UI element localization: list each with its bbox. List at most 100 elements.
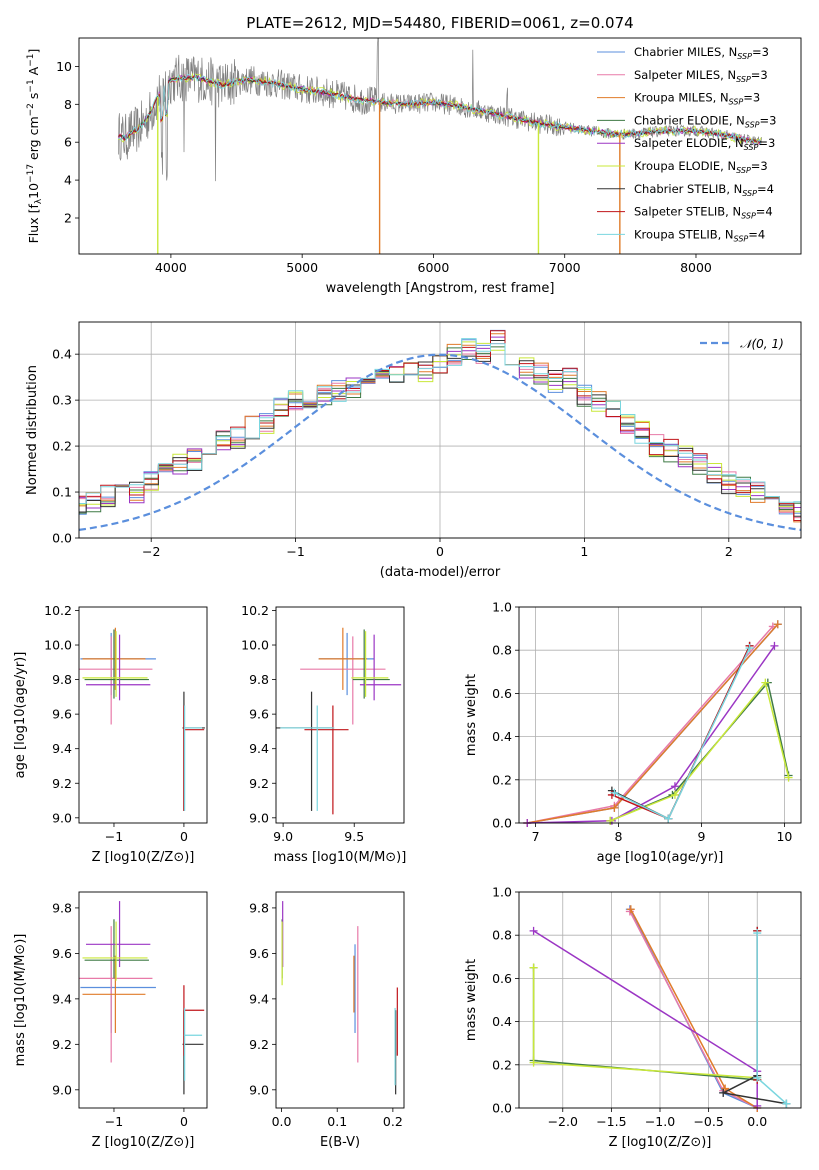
age-vs-mass-ytick-label: 9.4 (249, 741, 269, 756)
legend-label-salpeter_stelib: Salpeter STELIB, NSSP=4 (634, 205, 773, 221)
mass-vs-z-ytick-label: 9.0 (52, 1082, 72, 1097)
spectrum-ytick-label: 4 (64, 173, 72, 188)
spectrum-xtick-label: 5000 (286, 260, 318, 275)
mass-vs-ebv-ytick-label: 9.0 (249, 1082, 269, 1097)
weight-vs-age-frame (518, 606, 802, 824)
weight-vs-age-ytick-label: 1.0 (492, 600, 512, 615)
mass-vs-z-xtick-label: 0 (180, 1114, 188, 1129)
spectrum-xtick-label: 4000 (155, 260, 187, 275)
weight-vs-z-axes: −2.0 −1.5 −1.0 −0.5 0.0 0.0 0.2 0.4 0.6 0.8 1.0 (492, 885, 801, 1129)
histogram-salpeter_stelib (79, 330, 801, 521)
residuals-ytick-label: 0.3 (52, 393, 72, 408)
weight-vs-age-xlabel: age [log10(age/yr)] (597, 850, 724, 865)
spectrum-ytick-label: 6 (64, 135, 72, 150)
weight-vs-age-series-salpeter_elodie (527, 645, 776, 824)
mass-vs-z-plot-area (79, 901, 205, 1095)
weight-vs-age-ytick-label: 0.6 (492, 686, 512, 701)
mass-vs-z-ytick-label: 9.4 (52, 991, 72, 1006)
residuals-ytick-label: 0.4 (52, 347, 72, 362)
age-vs-mass-ytick-label: 10.0 (241, 638, 269, 653)
weight-vs-age-ytick-label: 0.8 (492, 643, 512, 658)
age-vs-z-ytick-label: 10.2 (44, 603, 72, 618)
weight-vs-z-series-chabrier_elodie (532, 967, 758, 1081)
age-vs-mass-xtick-label: 9.0 (273, 829, 293, 844)
weight-vs-z-ytick-label: 0.2 (492, 1057, 512, 1072)
residuals-ytick-label: 0.1 (52, 485, 72, 500)
weight-vs-z-marker-salpeter_elodie (753, 1101, 762, 1110)
weight-vs-age-xtick-label: 8 (615, 829, 623, 844)
legend-label-normal: 𝒩(0, 1) (740, 337, 784, 351)
mass-vs-ebv-xlabel: E(B-V) (320, 1135, 360, 1150)
legend-label-salpeter_elodie: Salpeter ELODIE, NSSP=3 (634, 136, 775, 152)
mass-vs-z-ytick-label: 9.8 (52, 900, 72, 915)
age-vs-z-plot-area (79, 627, 205, 811)
mass-vs-ebv-ytick-label: 9.2 (249, 1037, 269, 1052)
weight-vs-z-marker-kroupa_stelib (753, 929, 762, 938)
weight-vs-z-series-kroupa_elodie (532, 967, 758, 1079)
spectrum-xtick-label: 6000 (418, 260, 450, 275)
legend-label-kroupa_stelib: Kroupa STELIB, NSSP=4 (634, 227, 765, 243)
age-vs-mass-ytick-label: 9.6 (249, 707, 269, 722)
mass-vs-ebv-xtick-label: 0.1 (327, 1114, 347, 1129)
weight-vs-age-xtick-label: 10 (776, 829, 792, 844)
spectrum-xtick-label: 7000 (549, 260, 581, 275)
mass-vs-ebv-xtick-label: 0.0 (272, 1114, 292, 1129)
weight-vs-z-series-kroupa_stelib (756, 933, 787, 1105)
spectrum-xlabel: wavelength [Angstrom, rest frame] (326, 281, 555, 296)
histogram-kroupa_stelib (79, 338, 801, 504)
weight-vs-age-marker-kroupa_elodie (606, 816, 615, 825)
weight-vs-z-ytick-label: 0.6 (492, 971, 512, 986)
residuals-xtick-label: 0 (436, 544, 444, 559)
mass-vs-ebv-plot-area (281, 901, 398, 1095)
weight-vs-z-frame (518, 891, 802, 1109)
mass-vs-z-axes: −1 0 9.0 9.2 9.4 9.6 9.8 (52, 900, 188, 1129)
age-vs-z-xtick-label: −1 (105, 829, 123, 844)
weight-vs-z-marker-kroupa_stelib (782, 1099, 791, 1108)
histogram-salpeter_miles (79, 343, 801, 519)
weight-vs-age-marker-salpeter_elodie (670, 782, 679, 791)
legend-label-kroupa_miles: Kroupa MILES, NSSP=3 (634, 91, 760, 107)
mass-vs-z-frame (78, 891, 208, 1109)
weight-vs-age-marker-kroupa_elodie (670, 790, 679, 799)
spectrum-axes: 4000 5000 6000 7000 8000 2 4 6 8 10 (56, 59, 712, 275)
residuals-xtick-label: 1 (580, 544, 588, 559)
spectrum-plot-area (118, 38, 762, 254)
histogram-salpeter_elodie (79, 336, 801, 509)
mass-vs-ebv-frame (275, 891, 405, 1109)
residuals-ylabel: Normed distribution (25, 365, 40, 495)
weight-vs-age-xtick-label: 7 (532, 829, 540, 844)
residuals-axes: −2 −1 0 1 2 0.0 0.1 0.2 0.3 0.4 (52, 322, 801, 559)
spectrum-ylabel: Flux [fλ10−17 erg cm−2 s−1 A−1] (26, 49, 44, 244)
residuals-ytick-label: 0.0 (52, 531, 72, 546)
age-vs-mass-xlabel: mass [log10(M/M⊙)] (274, 850, 407, 865)
spectrum-model-line-kroupa_stelib (118, 73, 762, 146)
legend-label-chabrier_miles: Chabrier MILES, NSSP=3 (634, 45, 769, 61)
age-vs-mass-frame (275, 606, 405, 824)
age-vs-z-ylabel: age [log10(age/yr)] (13, 652, 28, 779)
weight-vs-age-marker-kroupa_miles (610, 803, 619, 812)
weight-vs-z-xtick-label: −0.5 (693, 1114, 723, 1129)
weight-vs-age-series-kroupa_miles (527, 623, 779, 824)
weight-vs-age-marker-kroupa_miles (773, 620, 782, 629)
figure-title: PLATE=2612, MJD=54480, FIBERID=0061, z=0… (246, 14, 633, 32)
weight-vs-z-xtick-label: 0.0 (747, 1114, 767, 1129)
mass-vs-z-xtick-label: −1 (105, 1114, 123, 1129)
weight-vs-z-marker-kroupa_elodie (529, 963, 538, 972)
weight-vs-age-ytick-label: 0.0 (492, 816, 512, 831)
legend-label-salpeter_miles: Salpeter MILES, NSSP=3 (634, 68, 768, 84)
mass-vs-ebv-xtick-label: 0.2 (383, 1114, 403, 1129)
spectrum-frame (78, 37, 802, 255)
mass-vs-z-ytick-label: 9.6 (52, 946, 72, 961)
weight-vs-z-xtick-label: −1.0 (645, 1114, 675, 1129)
legend-label-kroupa_elodie: Kroupa ELODIE, NSSP=3 (634, 159, 768, 175)
mass-vs-z-ytick-label: 9.2 (52, 1037, 72, 1052)
weight-vs-age-marker-kroupa_elodie (784, 773, 793, 782)
mass-vs-z-xlabel: Z [log10(Z/Z⊙)] (92, 1135, 195, 1150)
weight-vs-z-xtick-label: −1.5 (596, 1114, 626, 1129)
residuals-xtick-label: −1 (286, 544, 304, 559)
weight-vs-age-marker-kroupa_stelib (610, 788, 619, 797)
spectrum-ytick-label: 10 (56, 59, 72, 74)
weight-vs-z-ylabel: mass weight (464, 959, 479, 1041)
age-vs-mass-ytick-label: 9.8 (249, 672, 269, 687)
age-vs-mass-ytick-label: 9.2 (249, 776, 269, 791)
